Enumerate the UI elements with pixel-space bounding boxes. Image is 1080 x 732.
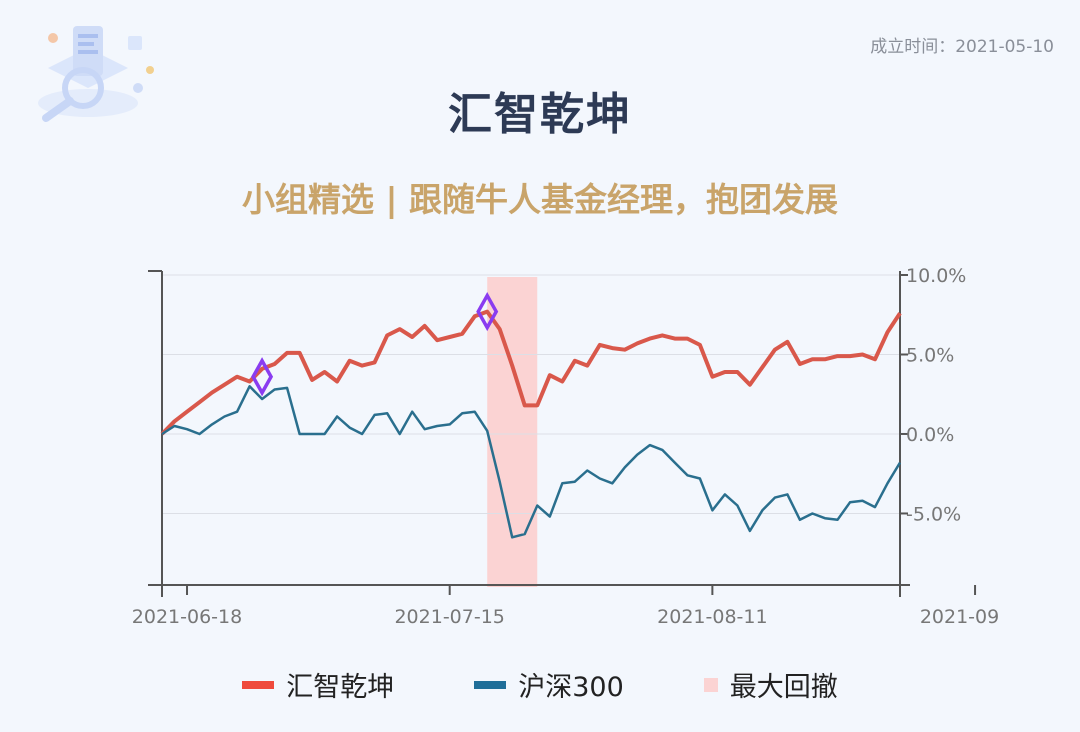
x-tick-label: 2021-06-18 [132, 606, 242, 628]
x-tick-label: 2021-07-15 [394, 606, 504, 628]
page-subtitle: 小组精选 | 跟随牛人基金经理，抱团发展 [241, 180, 839, 219]
peak-marker [476, 291, 499, 332]
series-line-fund [160, 309, 902, 436]
legend-item-drawdown: 最大回撤 [703, 665, 838, 704]
y-tick-label: -5.0% [906, 503, 961, 525]
legend-item-fund: 汇智乾坤 [242, 665, 394, 704]
legend-label-drawdown: 最大回撤 [729, 672, 838, 703]
y-tick-label: 10.0% [906, 265, 966, 287]
x-tick-label: 2021-08-11 [657, 606, 767, 628]
performance-chart: 10.0% 5.0% 0.0% -5.0% 2021-06-18 2021-07-15 20… [132, 265, 1000, 628]
legend-item-index: 沪深300 [474, 665, 624, 704]
y-tick-label: 0.0% [906, 424, 954, 446]
chart-legend: 汇智乾坤 沪深300 最大回撤 [0, 665, 1080, 704]
series-line-index [161, 385, 902, 539]
legend-label-index: 沪深300 [518, 672, 624, 703]
peak-marker [251, 357, 274, 397]
legend-label-fund: 汇智乾坤 [286, 672, 395, 703]
legend-swatch-drawdown [703, 677, 718, 692]
founded-date: 成立时间：2021-05-10 [870, 37, 1054, 57]
y-tick-label: 5.0% [906, 344, 954, 366]
magnifier-illustration [38, 26, 154, 122]
legend-swatch-index [474, 680, 507, 689]
legend-swatch-fund [242, 680, 275, 689]
x-tick-label: 2021-09-07 [920, 606, 1000, 628]
page-title: 汇智乾坤 [448, 89, 632, 140]
